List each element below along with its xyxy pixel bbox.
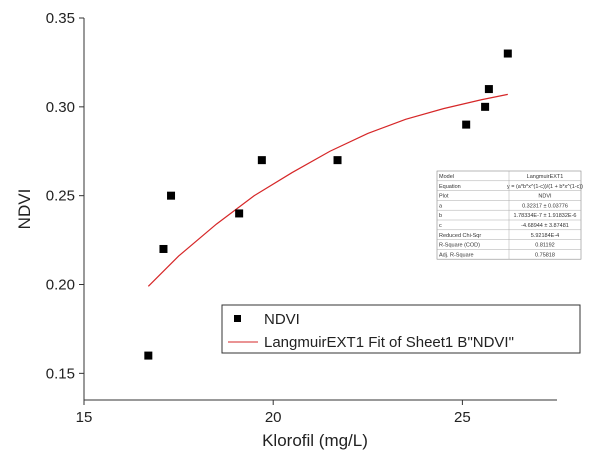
data-point: [144, 351, 153, 360]
legend-label-ndvi: NDVI: [264, 311, 300, 328]
data-point: [481, 102, 490, 111]
y-tick-label: 0.35: [46, 10, 75, 27]
legend: NDVI LangmuirEXT1 Fit of Sheet1 B"NDVI": [221, 304, 581, 354]
fit-table-key: c: [439, 223, 442, 229]
x-ticks: 15 20 25: [76, 400, 471, 426]
data-points: [144, 49, 512, 360]
legend-marker-square: [234, 315, 241, 322]
fit-table-key: Model: [439, 174, 454, 180]
fit-table: Model LangmuirEXT1 Equation y = (a*b*x^(1-c…: [436, 170, 583, 260]
data-point: [257, 156, 266, 165]
data-point: [333, 156, 342, 165]
y-axis-title: NDVI: [15, 189, 34, 230]
legend-label-fit: LangmuirEXT1 Fit of Sheet1 B"NDVI": [264, 334, 514, 351]
x-axis-title: Klorofil (mg/L): [262, 431, 368, 450]
fit-table-key: b: [439, 213, 442, 219]
fit-table-value: y = (a*b*x^(1-c))/(1 + b*x^(1-c)): [507, 184, 583, 190]
fit-table-value: 5.92184E-4: [531, 233, 559, 239]
data-point: [159, 244, 168, 253]
fit-table-key: Adj. R-Square: [439, 252, 474, 258]
fit-table-key: a: [439, 203, 443, 209]
data-point: [462, 120, 471, 129]
y-tick-label: 0.15: [46, 365, 75, 382]
fit-table-value: 0.75818: [535, 252, 555, 258]
y-ticks: 0.15 0.20 0.25 0.30 0.35: [46, 10, 84, 382]
fit-table-value: -4.68944 ± 3.87481: [521, 223, 569, 229]
fit-table-key: Equation: [439, 184, 461, 190]
fit-table-value: 0.32317 ± 0.03776: [522, 203, 568, 209]
x-tick-label: 20: [265, 409, 282, 426]
fit-table-value: 0.81192: [535, 243, 554, 249]
fit-table-key: R-Square (COD): [439, 243, 480, 249]
fit-table-key: Plot: [439, 194, 449, 200]
fit-line-group: [147, 93, 508, 287]
data-point: [484, 85, 493, 94]
fit-table-value: 1.78334E-7 ± 1.91832E-6: [514, 213, 577, 219]
fit-line: [147, 93, 508, 287]
data-point: [167, 191, 176, 200]
fit-table-key: Reduced Chi-Sqr: [439, 233, 481, 239]
y-tick-label: 0.20: [46, 277, 75, 294]
legend-box: [221, 304, 581, 354]
data-point: [503, 49, 512, 58]
x-tick-label: 25: [454, 409, 471, 426]
y-tick-label: 0.25: [46, 188, 75, 205]
fit-table-value: LangmuirEXT1: [527, 174, 564, 180]
x-tick-label: 15: [76, 409, 93, 426]
fit-table-value: NDVI: [538, 194, 552, 200]
y-tick-label: 0.30: [46, 99, 75, 116]
data-point: [235, 209, 244, 218]
